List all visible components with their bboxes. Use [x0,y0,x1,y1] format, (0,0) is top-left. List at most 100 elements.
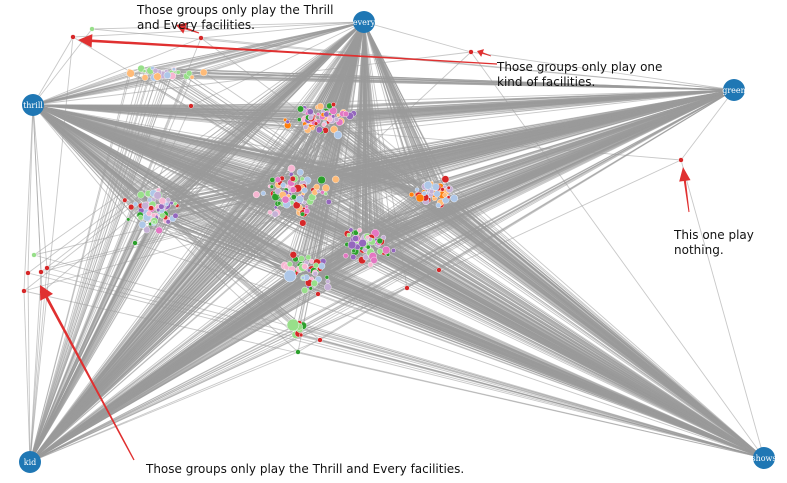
group-node[interactable] [158,203,165,210]
group-node[interactable] [432,183,440,191]
group-node[interactable] [155,226,163,235]
group-node[interactable] [132,240,138,246]
group-node[interactable] [299,211,305,217]
group-node[interactable] [143,226,151,234]
anchor-kid[interactable]: kid [19,451,41,473]
group-node[interactable] [153,72,162,81]
group-node[interactable] [283,269,297,283]
group-node[interactable] [289,251,297,259]
group-node[interactable] [137,191,145,199]
group-node[interactable] [198,35,204,41]
group-node[interactable] [286,261,293,267]
group-node[interactable] [164,202,169,207]
group-node[interactable] [321,122,327,128]
group-node[interactable] [305,254,312,261]
group-node[interactable] [367,262,374,268]
group-node[interactable] [331,114,336,119]
group-node[interactable] [296,117,302,122]
group-node[interactable] [299,219,307,227]
group-node[interactable] [285,119,290,124]
group-node[interactable] [331,102,336,107]
group-node[interactable] [163,71,172,80]
group-node[interactable] [296,168,304,176]
group-node[interactable] [317,337,323,343]
group-node[interactable] [151,212,156,218]
group-node[interactable] [325,198,332,205]
group-node[interactable] [440,187,445,192]
group-node[interactable] [316,189,321,194]
group-node[interactable] [158,197,166,205]
group-node[interactable] [269,184,274,189]
group-node[interactable] [310,126,315,131]
group-node[interactable] [436,267,442,273]
group-node[interactable] [199,68,208,77]
group-node[interactable] [358,239,367,248]
group-node[interactable] [382,246,391,255]
group-node[interactable] [678,157,684,163]
group-node[interactable] [429,189,435,195]
group-node[interactable] [148,205,154,211]
anchor-every[interactable]: every [353,11,376,33]
group-node[interactable] [122,197,128,203]
group-node[interactable] [271,210,279,218]
group-node[interactable] [347,240,357,250]
group-node[interactable] [146,210,152,217]
group-node[interactable] [301,275,306,280]
group-node[interactable] [323,111,330,118]
group-node[interactable] [435,202,442,209]
group-node[interactable] [274,188,282,195]
group-node[interactable] [301,263,308,270]
group-node[interactable] [423,181,433,190]
group-node[interactable] [173,201,178,206]
group-node[interactable] [188,103,194,109]
group-node[interactable] [137,214,144,221]
group-node[interactable] [415,193,425,203]
group-node[interactable] [391,248,396,253]
group-node[interactable] [172,212,179,219]
group-node[interactable] [350,253,357,260]
group-node[interactable] [267,209,273,215]
group-node[interactable] [315,291,321,297]
group-node[interactable] [376,237,383,245]
group-node[interactable] [468,49,474,55]
anchor-green[interactable]: green [722,79,746,101]
group-node[interactable] [357,227,363,233]
group-node[interactable] [433,190,441,198]
group-node[interactable] [289,186,297,193]
group-node[interactable] [295,349,301,355]
group-node[interactable] [307,268,311,273]
group-node[interactable] [286,318,300,332]
group-node[interactable] [298,255,305,263]
group-node[interactable] [128,204,135,211]
group-node[interactable] [316,102,324,110]
group-node[interactable] [446,185,451,190]
group-node[interactable] [404,285,410,291]
group-node[interactable] [141,201,149,210]
group-node[interactable] [313,262,319,269]
group-node[interactable] [324,275,330,280]
group-node[interactable] [153,191,162,200]
group-node[interactable] [312,271,318,277]
group-node[interactable] [309,258,315,264]
group-node[interactable] [313,121,319,126]
group-node[interactable] [156,207,161,212]
group-node[interactable] [362,254,369,261]
group-node[interactable] [152,67,159,74]
group-node[interactable] [442,184,447,189]
group-node[interactable] [299,332,304,338]
group-node[interactable] [21,288,27,294]
group-node[interactable] [126,69,135,78]
group-node[interactable] [299,176,305,182]
group-node[interactable] [301,187,308,194]
group-node[interactable] [352,235,359,242]
group-node[interactable] [316,112,321,117]
group-node[interactable] [441,175,450,183]
group-node[interactable] [151,220,156,225]
group-node[interactable] [44,265,50,271]
group-node[interactable] [368,237,373,242]
group-node[interactable] [25,270,31,276]
group-node[interactable] [276,201,282,206]
group-node[interactable] [295,195,304,204]
group-node[interactable] [446,195,451,199]
group-node[interactable] [370,256,378,264]
